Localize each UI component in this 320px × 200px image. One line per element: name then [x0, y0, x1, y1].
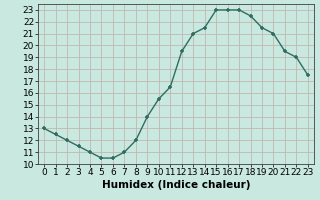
X-axis label: Humidex (Indice chaleur): Humidex (Indice chaleur)	[102, 180, 250, 190]
